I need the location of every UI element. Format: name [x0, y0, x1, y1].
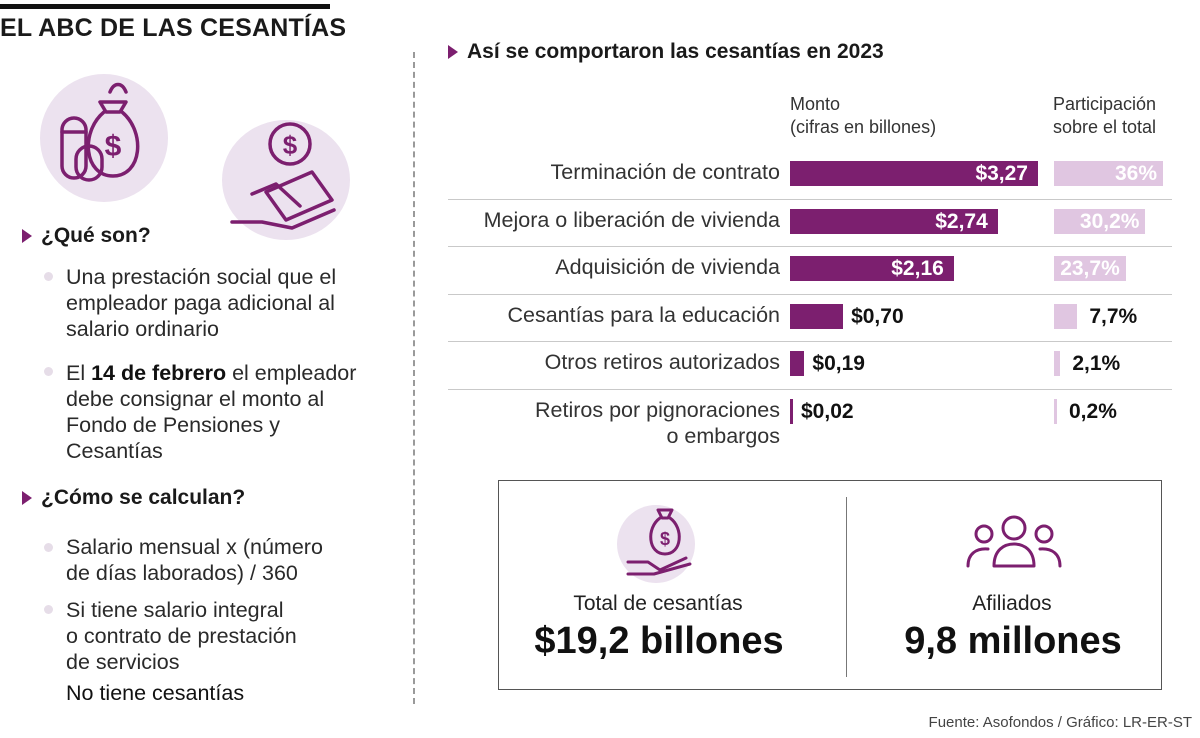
- share-value-label: 0,2%: [1069, 399, 1117, 423]
- icon-circle-3: [617, 505, 695, 583]
- members-value: 9,8 millones: [904, 620, 1122, 662]
- money-bag-coins-icon: $: [60, 82, 140, 182]
- row-label-line: Terminación de contrato: [550, 160, 780, 184]
- row-label-line: Otros retiros autorizados: [544, 350, 780, 374]
- triangle-icon: [448, 45, 458, 59]
- row-label: Cesantías para la educación: [507, 302, 780, 328]
- bullet-text-4: Si tiene salario integral o contrato de …: [66, 598, 297, 674]
- people-group-icon: [966, 515, 1062, 568]
- row-label-line: Adquisición de vivienda: [555, 255, 780, 279]
- row-label: Adquisición de vivienda: [555, 254, 780, 280]
- amount-bar: [790, 256, 954, 281]
- amount-value-label: $3,27: [975, 162, 1028, 185]
- row-label: Otros retiros autorizados: [545, 349, 780, 375]
- bullet-dot: [44, 543, 53, 552]
- share-value-label: 7,7%: [1089, 304, 1138, 328]
- amount-value-label: $2,16: [891, 257, 944, 280]
- svg-text:$: $: [660, 529, 670, 549]
- row-separator: [448, 388, 1172, 390]
- section-heading-how: ¿Cómo se calculan?: [22, 486, 245, 510]
- share-value-label: 23,7%: [1060, 257, 1120, 280]
- amount-value-label: $0,70: [851, 304, 904, 328]
- bullet-text-2: El 14 de febrero el empleador debe consi…: [66, 361, 357, 463]
- bullet-dot: [44, 272, 53, 281]
- row-label-line: o embargos: [666, 423, 780, 448]
- total-label: Total de cesantías: [573, 592, 743, 615]
- row-separator: [448, 246, 1172, 247]
- amount-bar: [790, 161, 1038, 186]
- share-bar: [1054, 256, 1126, 281]
- bullet-dot: [44, 605, 53, 614]
- row-label: Retiros por pignoraciones o embargos: [535, 397, 780, 449]
- share-bar: [1054, 303, 1078, 329]
- svg-text:$: $: [105, 130, 122, 163]
- total-value: $19,2 billones: [534, 620, 784, 662]
- source-credit: Fuente: Asofondos / Gráfico: LR-ER-ST: [928, 714, 1192, 731]
- triangle-icon: [22, 229, 32, 243]
- chart-title: Así se comportaron las cesantías en 2023: [448, 40, 884, 64]
- triangle-icon: [22, 491, 32, 505]
- title-bar-accent: [0, 4, 330, 9]
- amount-bar: [790, 208, 998, 234]
- svg-text:$: $: [283, 130, 298, 160]
- section-heading-what: ¿Qué son?: [22, 224, 151, 248]
- share-value-label: 2,1%: [1072, 352, 1121, 375]
- row-separator: [448, 293, 1172, 295]
- members-label: Afiliados: [972, 592, 1052, 615]
- share-bar: [1054, 208, 1146, 234]
- amount-column-header: Monto (cifras en billones): [790, 94, 937, 137]
- bullet-text-1: Una prestación social que el empleador p…: [66, 265, 337, 341]
- hand-money-bag-icon: $: [626, 508, 692, 576]
- no-severance-note: No tiene cesantías: [66, 681, 245, 705]
- amount-bar: [790, 303, 844, 329]
- row-label-line: Retiros por pignoraciones: [535, 397, 780, 422]
- bullet-text-3: Salario mensual x (número de días labora…: [66, 535, 323, 585]
- amount-value-label: $0,02: [801, 399, 854, 423]
- share-column-header: Participación sobre el total: [1053, 94, 1157, 137]
- row-separator: [448, 198, 1172, 200]
- summary-box: [498, 480, 1162, 690]
- summary-divider: [846, 497, 847, 677]
- share-bar: [1054, 351, 1061, 376]
- page-title: EL ABC DE LAS CESANTÍAS: [0, 14, 347, 42]
- amount-value-label: $2,74: [935, 209, 988, 233]
- bullet-dot: [44, 367, 53, 376]
- row-label-line: Mejora o liberación de vivienda: [483, 207, 780, 232]
- share-value-label: 36%: [1114, 162, 1157, 185]
- row-label: Terminación de contrato: [551, 159, 780, 185]
- share-value-label: 30,2%: [1079, 209, 1140, 233]
- amount-bar: [790, 351, 805, 376]
- hand-cash-icon: $: [230, 122, 336, 230]
- row-label: Mejora o liberación de vivienda: [484, 207, 780, 233]
- share-bar: [1054, 161, 1163, 186]
- amount-bar: [790, 398, 793, 424]
- row-separator: [448, 341, 1172, 342]
- share-bar: [1054, 398, 1057, 424]
- amount-value-label: $0,19: [812, 352, 865, 375]
- row-label-line: Cesantías para la educación: [507, 302, 780, 327]
- column-divider: [413, 52, 415, 704]
